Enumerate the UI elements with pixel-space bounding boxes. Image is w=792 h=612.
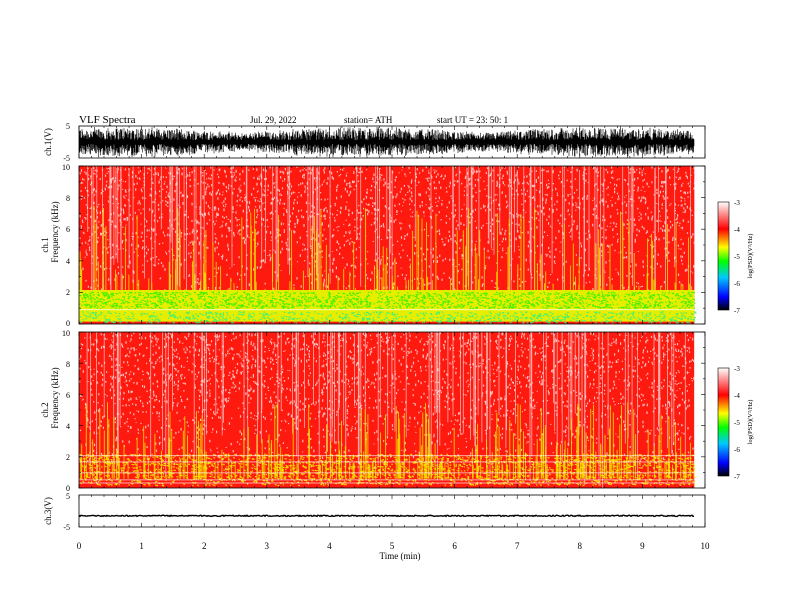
ch2-colorbar-tick-m4: -4 <box>734 392 740 400</box>
xtick-2: 2 <box>202 541 207 551</box>
ch3-waveform-ylabel: ch.3(V) <box>43 497 53 525</box>
ch1-colorbar-tick-m7: -7 <box>734 307 740 315</box>
ch1-waveform-ytick-bottom: -5 <box>63 154 70 163</box>
ch1-colorbar-tick-m4: -4 <box>734 226 740 234</box>
xtick-9: 9 <box>640 541 645 551</box>
ch1-colorbar <box>717 201 730 311</box>
ch3-waveform-frame <box>78 494 706 528</box>
ch1-ytick-2: 2 <box>66 288 70 297</box>
ch2-ytick-0: 0 <box>66 484 70 493</box>
xtick-10: 10 <box>701 541 711 551</box>
ch2-colorbar-label: log(PSD)(V²/Hz) <box>747 400 754 445</box>
ch1-ytick-6: 6 <box>66 225 70 234</box>
ch2-ytick-6: 6 <box>66 391 70 400</box>
ch2-colorbar <box>717 367 730 477</box>
ch1-waveform-trace <box>79 126 695 158</box>
spec1-image-streaks <box>87 166 691 324</box>
ch1-ytick-10: 10 <box>62 163 70 172</box>
ch3-waveform-ytick-top: 5 <box>66 492 70 501</box>
ch1-waveform-ylabel: ch.1(V) <box>43 128 53 156</box>
ch3-waveform-ytick-bottom: -5 <box>63 523 70 532</box>
ch1-ytick-4: 4 <box>66 257 70 266</box>
ch2-ytick-8: 8 <box>66 360 70 369</box>
spec2-image-speckle <box>79 332 696 474</box>
xtick-7: 7 <box>515 541 520 551</box>
ch3-waveform-panel: 5 -5 ch.3(V) <box>43 492 706 532</box>
ch1-spectrogram-ylabel-channel: ch.1 <box>40 237 50 252</box>
ch1-spectrogram-ylabel-frequency: Frequency (kHz) <box>50 201 60 262</box>
spec1-image-green-core <box>79 291 696 310</box>
spec2-image-streaks <box>86 332 695 488</box>
ch1-spectrogram-yticks: 0 2 4 6 8 10 <box>62 163 70 328</box>
ch2-spectrogram-yticks: 0 2 4 6 8 10 <box>62 329 70 493</box>
spec2-image-hline-4 <box>79 455 695 457</box>
ch1-colorbar-tick-m5: -5 <box>734 253 740 261</box>
ch2-colorbar-tick-m3: -3 <box>734 365 740 373</box>
ch2-spectrogram-image <box>79 332 696 488</box>
ch2-colorbar-tick-m6: -6 <box>734 446 740 454</box>
figure-title: VLF Spectra <box>79 114 136 126</box>
header-start-time: start UT = 23: 50: 1 <box>437 115 508 125</box>
ch1-waveform-ytick-top: 5 <box>66 122 70 131</box>
ch2-ytick-10: 10 <box>62 329 70 338</box>
ch1-colorbar-tick-m3: -3 <box>734 199 740 207</box>
ch2-ytick-2: 2 <box>66 453 70 462</box>
ch3-waveform-trace <box>78 514 695 518</box>
ch1-colorbar-label: log(PSD)(V²/Hz) <box>747 234 754 279</box>
xtick-8: 8 <box>578 541 583 551</box>
xtick-1: 1 <box>139 541 144 551</box>
xtick-4: 4 <box>327 541 332 551</box>
spec2-image-hline-0 <box>79 482 695 484</box>
panel-tick-marks <box>78 126 706 527</box>
spec1-image-speckle <box>79 166 696 310</box>
ch1-waveform-panel: 5 -5 ch.1(V) <box>43 122 706 163</box>
ch2-spectrogram-panel: 0 2 4 6 8 10 ch.2 Frequency (kHz) -3 -4 … <box>40 329 754 493</box>
ch1-ytick-0: 0 <box>66 319 70 328</box>
header-date: Jul. 29, 2022 <box>250 115 297 125</box>
ch2-spectrogram-ylabel-channel: ch.2 <box>40 402 50 417</box>
spec2-image-hline-1 <box>79 479 695 481</box>
spec1-image-green-low <box>79 311 697 324</box>
x-axis: 0 1 2 3 4 5 6 7 8 9 10 Time (min) <box>77 541 710 561</box>
ch1-colorbar-tick-m6: -6 <box>734 280 740 288</box>
xtick-5: 5 <box>390 541 395 551</box>
ch2-spectrogram-ylabel-frequency: Frequency (kHz) <box>50 367 60 428</box>
x-axis-label: Time (min) <box>380 551 421 561</box>
ch2-ytick-4: 4 <box>66 422 70 431</box>
xtick-3: 3 <box>265 541 270 551</box>
spec2-image-hline-2 <box>79 472 695 474</box>
xtick-6: 6 <box>452 541 457 551</box>
ch2-colorbar-tick-m5: -5 <box>734 419 740 427</box>
xtick-0: 0 <box>77 541 82 551</box>
header-station: station= ATH <box>344 115 393 125</box>
ch1-waveform-path <box>79 126 695 158</box>
ch1-spectrogram-image <box>79 166 697 324</box>
ch1-spectrogram-panel: 0 2 4 6 8 10 ch.1 Frequency (kHz) -3 -4 … <box>40 163 754 328</box>
ch2-colorbar-tick-m7: -7 <box>734 473 740 481</box>
spec2-image-hline-3 <box>79 461 695 463</box>
ch1-ytick-8: 8 <box>66 194 70 203</box>
axis-tick-path <box>78 126 706 527</box>
spec1-image-gap <box>79 308 695 311</box>
